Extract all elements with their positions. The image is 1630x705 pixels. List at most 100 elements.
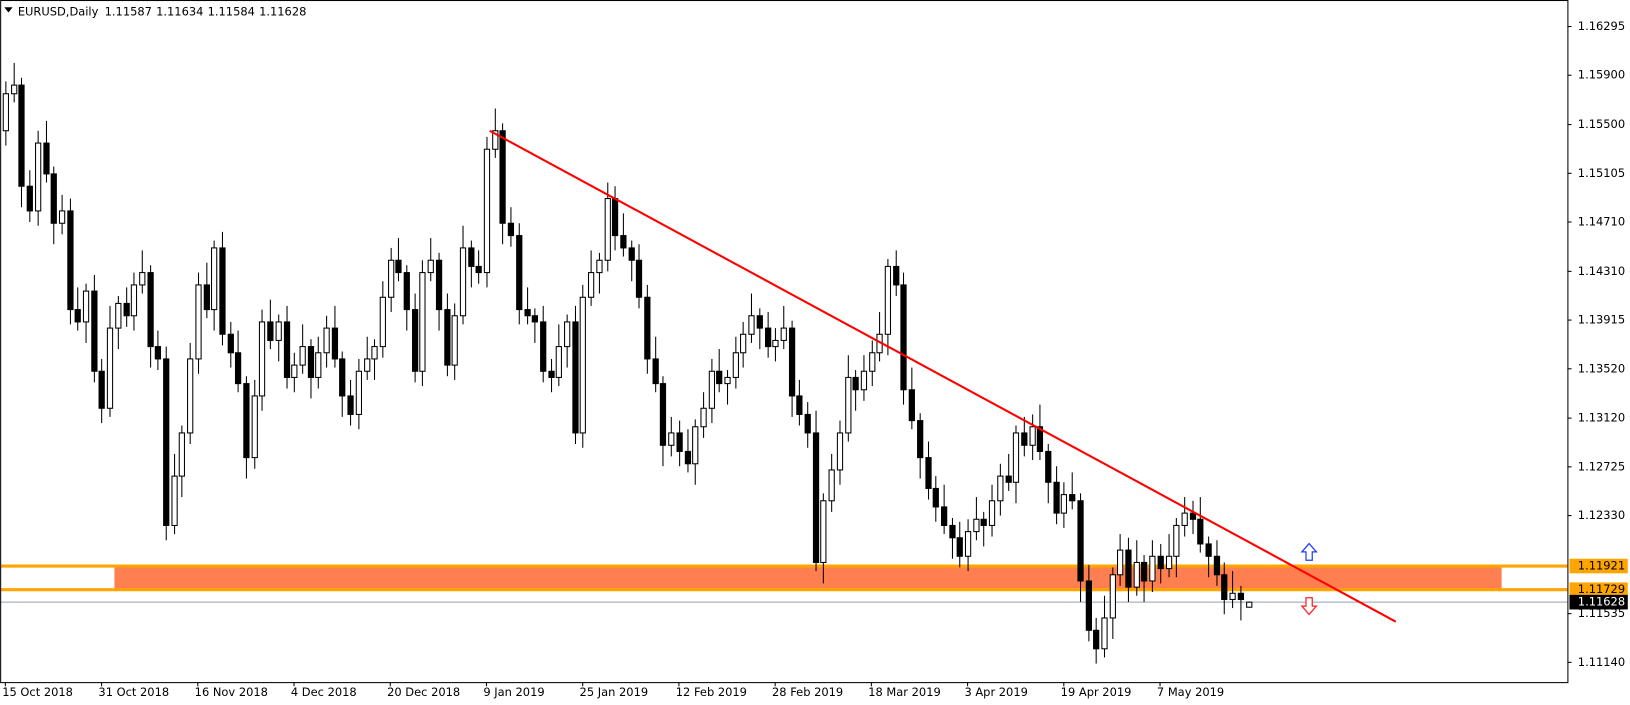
candle-body: [178, 432, 185, 477]
candle-body: [1237, 592, 1245, 600]
candle-body: [1053, 481, 1060, 514]
candle-body: [291, 364, 298, 378]
candle-body: [548, 370, 555, 378]
candle-body: [419, 272, 426, 372]
candle-body: [1116, 549, 1124, 576]
candle-body: [676, 432, 683, 452]
header-high: 1.11634: [156, 4, 203, 18]
candle-body: [1149, 555, 1156, 582]
candle-body: [147, 272, 154, 348]
candle-body: [579, 296, 586, 434]
candle-body: [459, 247, 467, 317]
candle-body: [980, 518, 987, 526]
candle-body: [507, 222, 515, 237]
x-tick-label: 15 Oct 2018: [2, 685, 73, 699]
candle-body: [884, 265, 892, 335]
menu-triangle[interactable]: [4, 7, 13, 13]
y-tick-label: 1.15500: [1578, 117, 1625, 131]
candle-body: [468, 247, 475, 267]
candle-body: [604, 198, 611, 261]
candle-body: [388, 259, 395, 298]
y-tick-label: 1.14310: [1578, 264, 1625, 278]
x-tick-label: 19 Apr 2019: [1061, 685, 1132, 699]
candle-body: [355, 370, 363, 415]
candle-body: [74, 309, 81, 323]
candle-body: [788, 327, 796, 397]
zone-high-label: 1.11921: [1578, 559, 1625, 573]
candle-body: [492, 130, 499, 150]
candle-body: [555, 346, 562, 378]
candle-body: [2, 93, 9, 132]
candle-body: [1221, 574, 1228, 600]
candle-body: [243, 383, 250, 459]
candle-body: [258, 321, 266, 397]
candle-body: [1045, 450, 1052, 483]
y-tick-label: 1.15105: [1578, 166, 1625, 180]
x-tick-label: 28 Feb 2019: [772, 685, 843, 699]
candle-body: [195, 284, 202, 360]
y-tick-label: 1.11535: [1578, 606, 1625, 620]
candle-body: [988, 500, 996, 526]
candle-body: [275, 321, 282, 341]
candle-body: [997, 475, 1004, 502]
x-tick-label: 20 Dec 2018: [387, 685, 460, 699]
candle-body: [163, 358, 170, 526]
candle-body: [267, 321, 274, 341]
candle-body: [1036, 426, 1044, 452]
plot-area: [0, 62, 1568, 664]
candle-body: [307, 346, 315, 378]
candle-body: [1189, 512, 1197, 520]
candle-body: [748, 315, 755, 335]
candle-body: [611, 198, 619, 237]
header-close: 1.11628: [259, 4, 306, 18]
candle-body: [893, 265, 900, 286]
candle-body: [1229, 592, 1236, 600]
y-tick-label: 1.15900: [1578, 68, 1625, 82]
x-tick-label: 18 Mar 2019: [868, 685, 941, 699]
candle-body: [11, 84, 18, 95]
candle-body: [444, 309, 451, 366]
candle-body: [171, 475, 178, 526]
candle-body: [628, 247, 635, 261]
candle-body: [732, 352, 739, 378]
candle-body: [299, 346, 306, 366]
candle-body: [1012, 432, 1020, 483]
candle-body: [371, 346, 378, 360]
candle-body: [659, 383, 667, 446]
candle-body: [635, 259, 643, 298]
candle-body: [820, 500, 827, 563]
x-tick-label: 9 Jan 2019: [483, 685, 544, 699]
candle-body: [1173, 524, 1180, 557]
candle-body: [828, 469, 835, 502]
candle-body: [139, 272, 146, 286]
candle-body: [804, 413, 811, 434]
candle-body: [845, 376, 852, 434]
candle-body: [740, 333, 747, 354]
symbol: EURUSD,Daily: [18, 4, 99, 18]
candle-body: [917, 420, 924, 459]
candle-body: [1140, 561, 1148, 582]
y-tick-label: 1.13915: [1578, 313, 1625, 327]
candle-body: [227, 333, 234, 354]
candle-body: [1181, 512, 1188, 526]
y-tick-label: 1.12725: [1578, 459, 1625, 473]
candle-body: [82, 290, 90, 323]
candle-body: [323, 327, 330, 354]
candle-body: [1005, 475, 1012, 483]
current-price-label-box: [1569, 594, 1628, 610]
candle-body: [91, 290, 98, 372]
candle-body: [1157, 555, 1164, 570]
candle-body: [869, 352, 876, 372]
candle-body: [652, 358, 659, 385]
candle-body: [684, 450, 692, 465]
y-tick-label: 1.16295: [1578, 19, 1625, 33]
candle-body: [187, 358, 194, 434]
candle-body: [43, 142, 50, 175]
candle-body: [836, 432, 844, 471]
candle-body: [1077, 500, 1084, 582]
candle-body: [123, 302, 130, 317]
candle-body: [860, 370, 868, 391]
candle-body: [964, 531, 972, 557]
candle-body: [331, 327, 339, 360]
sell-arrow: [1300, 597, 1318, 616]
